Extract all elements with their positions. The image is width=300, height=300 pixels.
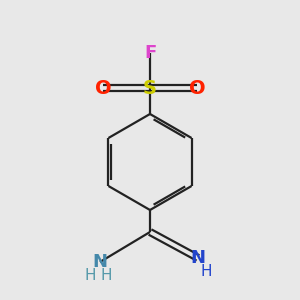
Text: H: H — [100, 268, 112, 284]
Text: H: H — [84, 268, 96, 284]
Text: N: N — [190, 249, 206, 267]
Text: N: N — [92, 253, 107, 271]
Text: O: O — [189, 79, 205, 98]
Text: H: H — [200, 265, 212, 280]
Text: O: O — [95, 79, 111, 98]
Text: F: F — [144, 44, 156, 62]
Text: S: S — [143, 79, 157, 98]
